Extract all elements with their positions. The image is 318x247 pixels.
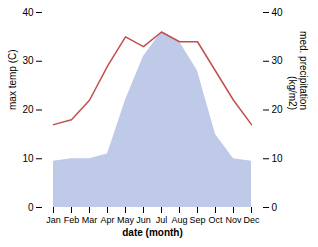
svg-text:Aug: Aug xyxy=(171,215,187,225)
svg-text:20: 20 xyxy=(22,104,34,115)
svg-text:40: 40 xyxy=(272,7,284,18)
svg-text:30: 30 xyxy=(272,55,284,66)
svg-text:0: 0 xyxy=(28,202,34,213)
svg-text:40: 40 xyxy=(22,7,34,18)
svg-text:30: 30 xyxy=(22,55,34,66)
svg-text:0: 0 xyxy=(272,202,278,213)
svg-text:10: 10 xyxy=(272,153,284,164)
svg-text:20: 20 xyxy=(272,104,284,115)
svg-text:Nov: Nov xyxy=(225,215,242,225)
svg-text:date (month): date (month) xyxy=(122,227,183,238)
svg-text:Oct: Oct xyxy=(208,215,223,225)
svg-text:Feb: Feb xyxy=(64,215,80,225)
svg-text:Sep: Sep xyxy=(189,215,205,225)
svg-text:Jun: Jun xyxy=(136,215,151,225)
svg-text:10: 10 xyxy=(22,153,34,164)
svg-text:med. precipitation(kg/m2): med. precipitation(kg/m2) xyxy=(287,31,309,110)
svg-text:max temp (C): max temp (C) xyxy=(7,49,18,110)
svg-text:Dec: Dec xyxy=(243,215,260,225)
svg-text:Mar: Mar xyxy=(82,215,98,225)
svg-text:Apr: Apr xyxy=(100,215,114,225)
svg-text:May: May xyxy=(117,215,135,225)
svg-text:Jan: Jan xyxy=(46,215,61,225)
svg-text:Jul: Jul xyxy=(156,215,168,225)
